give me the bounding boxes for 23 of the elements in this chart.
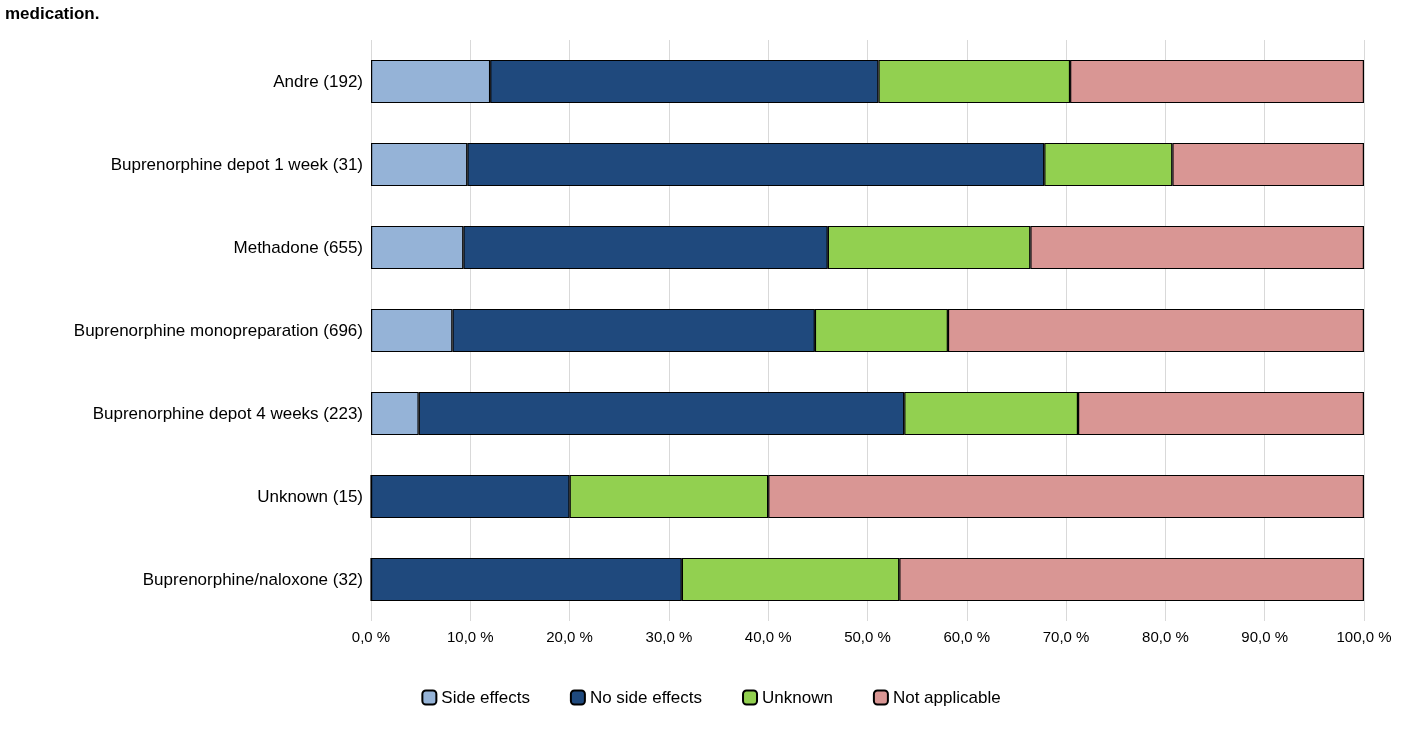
legend-label: Side effects [441, 688, 530, 707]
y-tick-label: Buprenorphine depot 4 weeks (223) [92, 404, 363, 423]
x-tick-label: 60,0 % [943, 628, 991, 645]
x-tick-label: 80,0 % [1142, 628, 1189, 645]
x-tick-label: 70,0 % [1042, 628, 1090, 645]
legend-label: Unknown [762, 688, 833, 707]
x-tick-label: 90,0 % [1241, 628, 1289, 645]
x-tick-label: 50,0 % [844, 628, 891, 645]
x-tick-label: 30,0 % [645, 628, 693, 645]
y-tick-label: Andre (192) [273, 72, 363, 91]
text: medication. [5, 4, 100, 23]
x-tick-label: 40,0 % [744, 628, 792, 645]
y-tick-label: Buprenorphine monopreparation (696) [73, 321, 363, 340]
legend-label: Not applicable [892, 688, 1001, 707]
y-tick-label: Buprenorphine/naloxone (32) [142, 570, 363, 589]
x-tick-label: 20,0 % [546, 628, 593, 645]
x-tick-label: 10,0 % [446, 628, 494, 645]
legend-label: No side effects [589, 688, 703, 707]
y-tick-label: Methadone (655) [233, 238, 363, 257]
y-tick-label: Unknown (15) [257, 487, 363, 506]
x-tick-label: 100,0 % [1336, 628, 1392, 645]
x-tick-label: 0,0 % [351, 628, 391, 645]
y-tick-label: Buprenorphine depot 1 week (31) [110, 155, 363, 174]
